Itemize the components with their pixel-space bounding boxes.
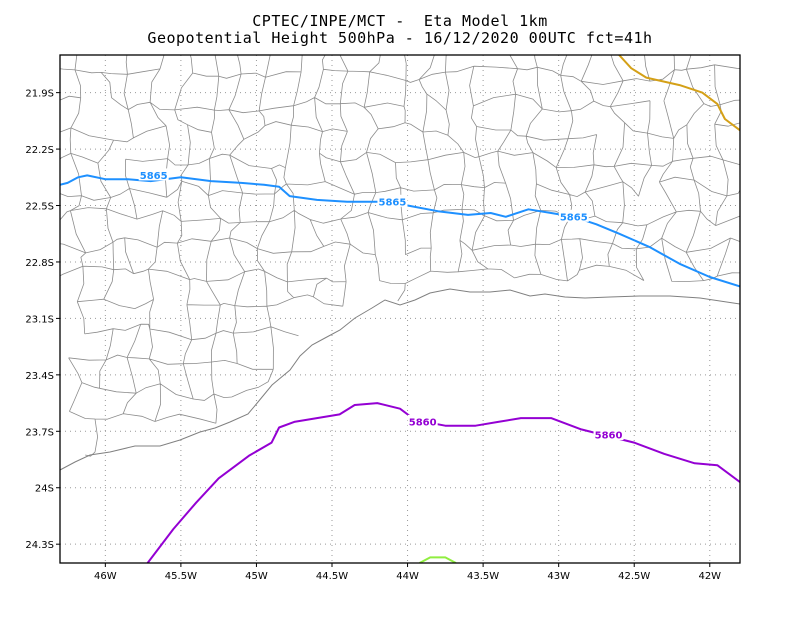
lat-lon-grid [60,55,740,563]
map-title-line-1: CPTEC/INPE/MCT - Eta Model 1km [252,12,548,30]
coastline [60,288,740,471]
contour-line-5860 [146,402,740,563]
contour-label-bg [407,414,438,427]
contour-line [618,55,740,132]
contour-label: 5865 [560,212,588,223]
map-frame [59,54,741,564]
contour-label: 5865 [379,197,407,208]
lon-tick-label: 43.5W [467,571,499,582]
contour-label-bg [558,209,589,222]
lon-tick-label: 45W [245,571,268,582]
contour-label-bg [377,194,408,207]
coastline-path [60,288,740,471]
contour-label: 5860 [409,417,437,428]
municipal-boundary-lines [60,55,740,457]
lon-tick-label: 45.5W [165,571,197,582]
lat-tick-label: 22.8S [25,258,54,269]
height-contours [60,55,740,563]
lat-tick-label: 23.4S [25,371,54,382]
lat-tick-label: 24S [35,484,54,495]
lon-tick-label: 42W [698,571,721,582]
lon-tick-label: 44W [396,571,419,582]
contour-line [419,556,457,563]
lon-tick-label: 44.5W [316,571,348,582]
lat-tick-label: 21.9S [25,89,54,100]
lon-tick-label: 42.5W [618,571,650,582]
lat-tick-label: 23.7S [25,427,54,438]
lat-tick-label: 22.2S [25,145,54,156]
contour-label: 5860 [595,431,623,442]
lon-tick-label: 46W [94,571,117,582]
municipal-boundaries [60,55,740,457]
contour-label-bg [138,168,169,181]
contour-line-5865 [60,174,740,288]
axis-ticks: 46W 45.5W 45W 44.5W 44W 43.5W 43W 42.5W 42W 21.9S… [25,89,721,582]
lat-tick-label: 22.5S [25,202,54,213]
contour-labels: 5865 5865 5865 5860 5860 [138,168,624,442]
lon-tick-label: 43W [547,571,570,582]
map-title-line-2: Geopotential Height 500hPa - 16/12/2020 … [147,29,653,47]
lat-tick-label: 24.3S [25,540,54,551]
contour-label-bg [593,428,624,441]
contour-label: 5865 [140,171,168,182]
lat-tick-label: 23.1S [25,314,54,325]
